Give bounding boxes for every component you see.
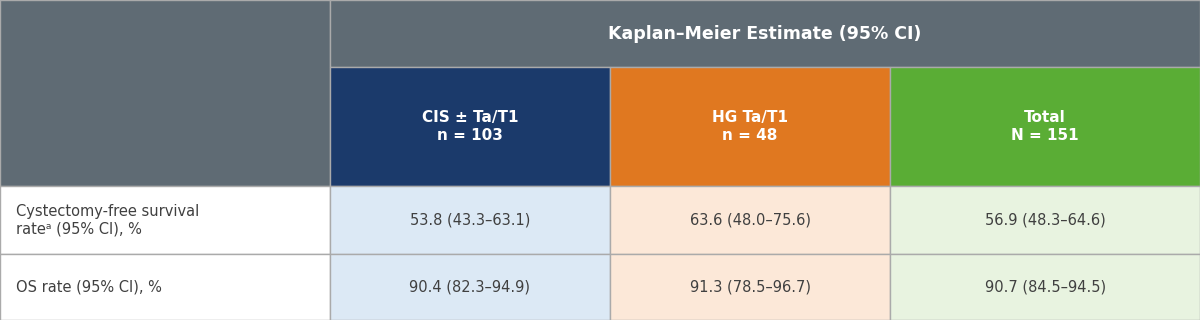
Text: Cystectomy-free survival
rateᵃ (95% CI), %: Cystectomy-free survival rateᵃ (95% CI),… (16, 204, 199, 236)
Bar (610, 67, 890, 186)
Bar (330, 0, 1200, 67)
Bar (0, 186, 330, 254)
Text: 53.8 (43.3–63.1): 53.8 (43.3–63.1) (409, 212, 530, 228)
Bar (890, 254, 1200, 320)
Bar (330, 254, 610, 320)
Text: 91.3 (78.5–96.7): 91.3 (78.5–96.7) (690, 280, 810, 295)
Text: CIS ± Ta/T1
n = 103: CIS ± Ta/T1 n = 103 (421, 110, 518, 143)
Bar (0, 0, 330, 186)
Text: 63.6 (48.0–75.6): 63.6 (48.0–75.6) (690, 212, 810, 228)
Text: 90.7 (84.5–94.5): 90.7 (84.5–94.5) (985, 280, 1105, 295)
Bar (610, 254, 890, 320)
Bar (890, 67, 1200, 186)
Text: HG Ta/T1
n = 48: HG Ta/T1 n = 48 (712, 110, 788, 143)
Text: Kaplan–Meier Estimate (95% CI): Kaplan–Meier Estimate (95% CI) (608, 25, 922, 43)
Text: 56.9 (48.3–64.6): 56.9 (48.3–64.6) (985, 212, 1105, 228)
Text: 90.4 (82.3–94.9): 90.4 (82.3–94.9) (409, 280, 530, 295)
Bar (0, 254, 330, 320)
Bar (330, 67, 610, 186)
Bar (330, 186, 610, 254)
Bar (890, 186, 1200, 254)
Bar (610, 186, 890, 254)
Text: Total
N = 151: Total N = 151 (1012, 110, 1079, 143)
Text: OS rate (95% CI), %: OS rate (95% CI), % (16, 280, 162, 295)
